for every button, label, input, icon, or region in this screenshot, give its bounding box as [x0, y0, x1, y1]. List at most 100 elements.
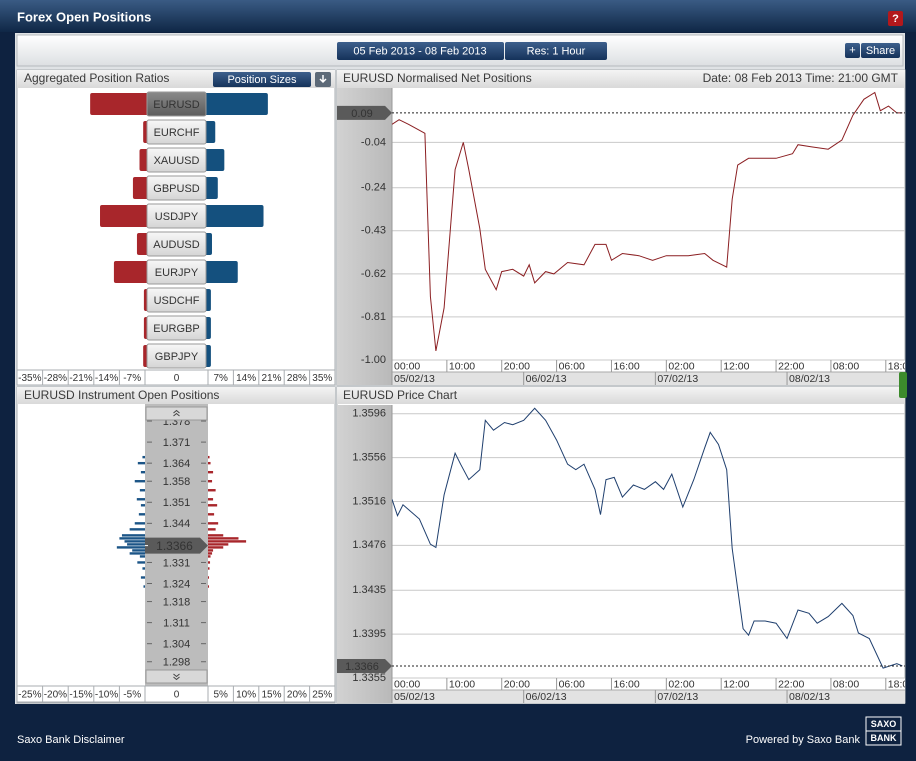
y-axis-band	[337, 405, 392, 703]
panel-title: EURUSD Normalised Net Positions	[343, 71, 532, 85]
long-bar	[116, 546, 145, 549]
y-tick-label: -0.81	[361, 311, 386, 323]
long-bar	[134, 480, 145, 483]
long-bar	[139, 555, 145, 558]
date-range-button[interactable]	[337, 42, 504, 60]
y-tick-label: -0.24	[361, 182, 386, 194]
share-button[interactable]	[861, 43, 900, 58]
y-tick-label: -0.43	[361, 225, 386, 237]
current-tag	[337, 105, 392, 120]
x-tick-label: 16:00	[613, 678, 639, 690]
instrument-box	[146, 119, 207, 145]
long-bar	[137, 561, 145, 564]
position-sizes-button[interactable]	[213, 72, 311, 87]
instrument-box	[146, 259, 207, 285]
add-button[interactable]	[845, 43, 860, 58]
x-tick-label: -10%	[95, 690, 118, 701]
long-bar	[137, 461, 145, 465]
long-bar	[132, 549, 145, 552]
date-label: 05/02/13	[394, 691, 435, 703]
long-bar	[139, 489, 145, 492]
x-tick-label: 08:00	[833, 678, 859, 690]
x-tick-label: 18:00	[888, 360, 914, 372]
resolution-button[interactable]	[505, 42, 607, 60]
x-tick-label: 06:00	[559, 360, 585, 372]
instrument-box	[146, 203, 207, 229]
long-bar	[142, 455, 145, 459]
instrument-label: GBPJPY	[155, 351, 199, 363]
x-tick-label: -5%	[123, 690, 141, 701]
date-label: 07/02/13	[657, 691, 698, 703]
help-label[interactable]: ?	[892, 13, 899, 25]
x-tick-label: 0	[174, 690, 180, 701]
position-sizes-label[interactable]: Position Sizes	[227, 74, 297, 86]
date-label: 08/02/13	[789, 373, 830, 385]
x-tick-label: 35%	[312, 373, 332, 384]
y-tick-label: 1.3435	[352, 584, 386, 596]
short-bar	[208, 561, 211, 564]
x-tick-label: 02:00	[668, 360, 694, 372]
panel-header	[337, 70, 905, 88]
instrument-label: EURUSD	[153, 99, 200, 111]
x-tick-label: 12:00	[723, 360, 749, 372]
x-tick-label: 0	[174, 373, 180, 384]
x-tick-label: -35%	[18, 373, 41, 384]
resize-handle[interactable]	[899, 372, 907, 398]
y-tick-label: 1.3516	[352, 495, 386, 507]
date-info: Date: 08 Feb 2013 Time: 21:00 GMT	[703, 71, 899, 85]
y-axis-band	[337, 88, 392, 385]
long-bar	[202, 261, 238, 283]
current-tag	[337, 658, 392, 673]
x-tick-label: 21%	[261, 373, 281, 384]
x-tick-label: 5%	[213, 690, 228, 701]
date-row	[392, 690, 905, 703]
time-row	[392, 360, 905, 372]
x-tick-label: -15%	[69, 690, 92, 701]
x-tick-label: 14%	[236, 373, 256, 384]
scroll-icon[interactable]	[173, 673, 180, 681]
disclaimer-link[interactable]: Saxo Bank Disclaimer	[17, 734, 125, 746]
instrument-box	[146, 91, 207, 117]
instrument-label: EURJPY	[155, 267, 199, 279]
add-label[interactable]: +	[849, 44, 855, 56]
panel-title: EURUSD Price Chart	[343, 388, 458, 402]
download-icon[interactable]	[319, 75, 327, 84]
date-range[interactable]: 05 Feb 2013 - 08 Feb 2013	[353, 45, 486, 57]
x-tick-label: 20:00	[504, 360, 530, 372]
short-bar	[208, 522, 219, 525]
long-bar	[134, 522, 145, 525]
panel-header	[337, 387, 905, 404]
x-tick-label: 18:00	[888, 678, 914, 690]
price-label: 1.344	[163, 518, 191, 530]
price-label: 1.331	[163, 557, 191, 569]
help-button[interactable]	[888, 11, 903, 26]
date-label: 06/02/13	[526, 691, 567, 703]
long-bar	[124, 540, 145, 543]
resolution[interactable]: Res: 1 Hour	[527, 45, 586, 57]
clip-group: 00:00 10:00 20:00 06:00 16:00 02:00 12:00 22:00…	[391, 678, 914, 703]
share-label[interactable]: Share	[866, 45, 895, 57]
y-tick-label: 1.3395	[352, 628, 386, 640]
price-label: 1.318	[163, 596, 191, 608]
x-tick-label: 25%	[312, 690, 332, 701]
title-bar	[0, 0, 916, 32]
instrument-label: EURCHF	[154, 127, 200, 139]
long-bar	[202, 149, 225, 171]
price-label: 1.351	[163, 497, 191, 509]
instrument-label: EURGBP	[153, 323, 199, 335]
long-bar	[129, 552, 145, 555]
series-line	[392, 407, 903, 669]
short-bar	[208, 585, 210, 588]
x-tick-label: 22:00	[778, 360, 804, 372]
x-tick-label: 00:00	[394, 360, 420, 372]
instrument-box	[146, 175, 207, 201]
current-label: 1.3366	[345, 661, 379, 673]
x-tick-label: 20:00	[504, 678, 530, 690]
current-label: 0.09	[351, 108, 372, 120]
short-bar	[208, 555, 211, 558]
date-label: 05/02/13	[394, 373, 435, 385]
date-label: 06/02/13	[526, 373, 567, 385]
scroll-icon[interactable]	[173, 409, 180, 417]
logo-bottom: BANK	[871, 733, 897, 743]
